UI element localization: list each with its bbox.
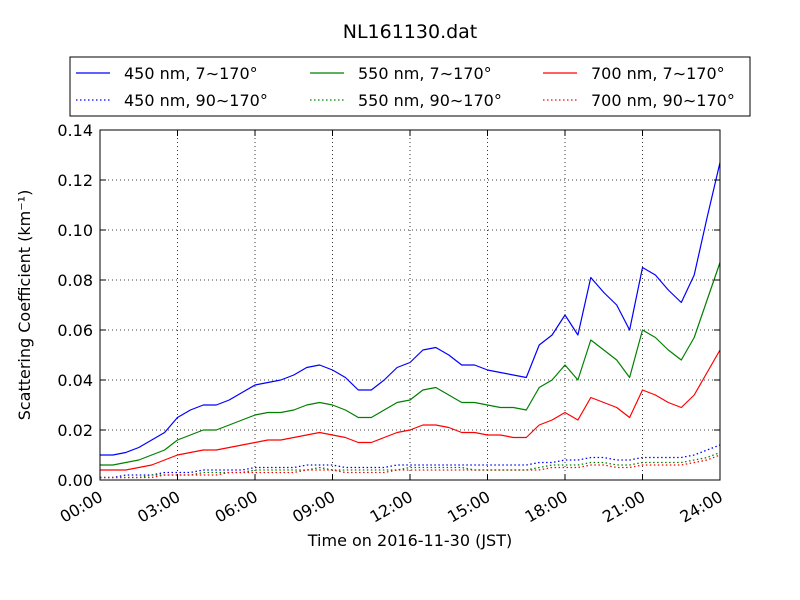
series-lines [100, 162, 721, 479]
legend-label: 550 nm, 7∼170° [358, 64, 492, 83]
series-line-5 [100, 349, 721, 471]
series-line-2 [100, 444, 721, 479]
y-tick-label: 0.12 [57, 171, 93, 190]
y-tick-label: 0.00 [57, 471, 93, 490]
chart-title: NL161130.dat [343, 21, 478, 43]
y-tick-label: 0.10 [57, 221, 93, 240]
y-axis-title: Scattering Coefficient (km⁻¹) [15, 190, 34, 421]
y-tick-label: 0.08 [57, 271, 93, 290]
legend-label: 450 nm, 7∼170° [124, 64, 258, 83]
legend: 450 nm, 7∼170° 550 nm, 7∼170° 700 nm, 7∼17… [69, 56, 751, 117]
series-line-3 [100, 262, 721, 466]
y-tick-label: 0.04 [57, 371, 93, 390]
legend-label: 550 nm, 90∼170° [358, 91, 502, 110]
y-tick-label: 0.06 [57, 321, 93, 340]
legend-label: 700 nm, 7∼170° [591, 64, 725, 83]
legend-label: 700 nm, 90∼170° [591, 91, 735, 110]
x-axis-title: Time on 2016-11-30 (JST) [307, 531, 512, 550]
series-line-1 [100, 162, 721, 456]
legend-frame [69, 56, 751, 117]
grid [100, 130, 720, 480]
legend-label: 450 nm, 90∼170° [124, 91, 268, 110]
y-tick-label: 0.02 [57, 421, 93, 440]
y-tick-label: 0.14 [57, 121, 93, 140]
